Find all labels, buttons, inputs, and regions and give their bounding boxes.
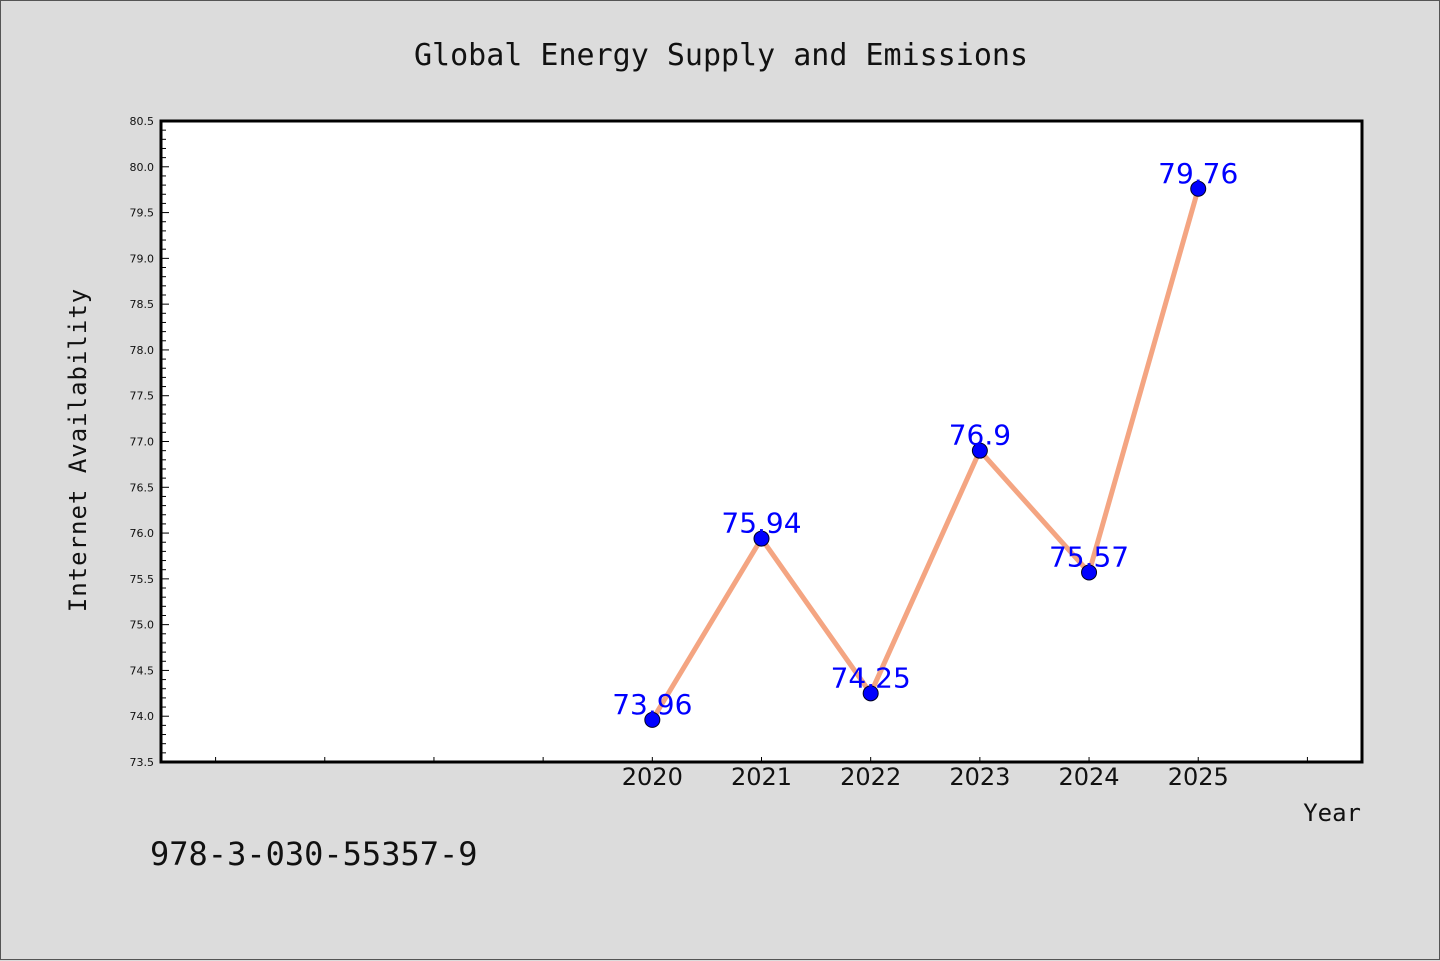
- chart-title: Global Energy Supply and Emissions: [414, 38, 1028, 73]
- y-tick-label: 78.0: [130, 344, 155, 357]
- data-label: 79.76: [1158, 157, 1238, 190]
- x-tick-label: 2022: [840, 763, 901, 791]
- data-labels: 73.96 75.94 74.25 76.9 75.57 79.76: [612, 157, 1238, 721]
- x-tick-label: 2023: [949, 763, 1010, 791]
- y-tick-label: 79.5: [130, 207, 155, 220]
- data-point: [644, 711, 661, 728]
- data-point: [753, 530, 770, 547]
- x-tick-label: 2025: [1168, 763, 1229, 791]
- y-tick-label: 74.5: [130, 664, 155, 677]
- y-tick-label: 75.5: [130, 573, 155, 586]
- y-tick-label: 73.5: [130, 756, 155, 769]
- data-point: [862, 685, 879, 702]
- data-label: 75.94: [721, 507, 801, 540]
- y-tick-label: 74.0: [130, 710, 155, 723]
- series-line: [650, 188, 1201, 722]
- data-point: [1081, 564, 1098, 581]
- data-label: 73.96: [612, 688, 692, 721]
- x-axis-label: Year: [1303, 799, 1361, 827]
- y-axis-label: Internet Availability: [64, 288, 92, 612]
- y-tick-label: 77.5: [130, 390, 155, 403]
- y-tick-label: 80.5: [130, 115, 155, 128]
- data-points: [644, 180, 1207, 728]
- y-tick-label: 75.0: [130, 619, 155, 632]
- y-tick-label: 78.5: [130, 298, 155, 311]
- y-axis: 73.5 74.0 74.5 75.0 75.5 76.0 76.5 77.0 77.5 78.0…: [130, 115, 169, 769]
- x-axis: 2020 2021 2022 2023 2024 2025: [215, 757, 1308, 791]
- y-tick-label: 76.5: [130, 481, 155, 494]
- x-tick-label: 2021: [731, 763, 792, 791]
- data-label: 75.57: [1049, 540, 1129, 573]
- x-tick-label: 2024: [1059, 763, 1120, 791]
- x-tick-label: 2020: [622, 763, 683, 791]
- data-label: 76.9: [949, 419, 1011, 452]
- y-tick-label: 79.0: [130, 252, 155, 265]
- isbn-annotation: 978-3-030-55357-9: [150, 835, 478, 873]
- data-point: [1190, 180, 1207, 197]
- data-point: [971, 442, 988, 459]
- y-tick-label: 80.0: [130, 161, 155, 174]
- y-tick-label: 77.0: [130, 436, 155, 449]
- plot-area: [159, 119, 1364, 764]
- data-label: 74.25: [831, 661, 911, 694]
- y-tick-label: 76.0: [130, 527, 155, 540]
